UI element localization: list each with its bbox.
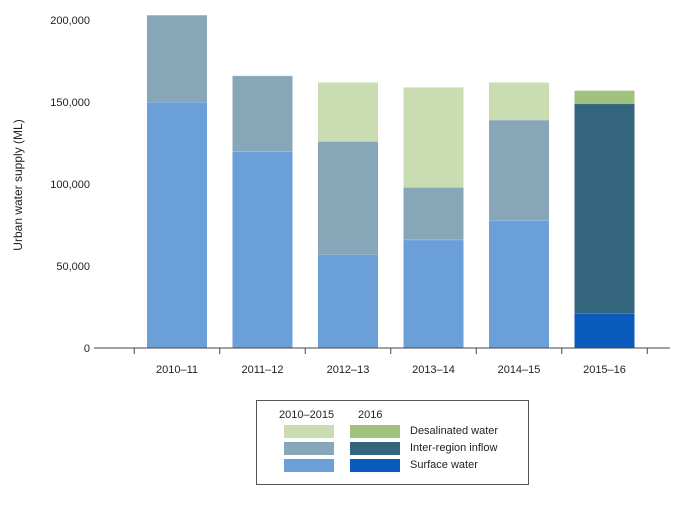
x-tick-label: 2013–14 xyxy=(412,364,455,376)
legend-header-2010-2015: 2010–2015 xyxy=(279,409,335,421)
x-axis: 2010–11 2011–12 2012–13 2013–14 2014–15 2015–… xyxy=(94,347,670,376)
bar-segment xyxy=(318,82,378,142)
x-tick-label: 2015–16 xyxy=(583,364,626,376)
bar-segment xyxy=(403,239,464,348)
y-tick-label: 200,000 xyxy=(50,15,90,27)
legend-swatch-surface-2010-2015 xyxy=(284,459,334,472)
bar-segment xyxy=(403,87,464,188)
legend-swatch-inter-region-2016 xyxy=(350,442,400,455)
bar-segment xyxy=(318,254,378,348)
bar-segment xyxy=(232,75,293,152)
y-axis-title: Urban water supply (ML) xyxy=(11,119,25,250)
bar-segment xyxy=(574,90,635,104)
legend-item-surface: Surface water xyxy=(257,459,528,473)
bar-segment xyxy=(147,102,207,348)
legend-header-2016: 2016 xyxy=(358,409,383,421)
legend-item-desalinated: Desalinated water xyxy=(257,425,528,439)
legend-swatch-surface-2016 xyxy=(350,459,400,472)
legend-swatch-inter-region-2010-2015 xyxy=(284,442,334,455)
bar-segment xyxy=(489,82,549,121)
bar-segment xyxy=(489,220,549,348)
bar-segment xyxy=(574,313,635,348)
y-axis: 0 50,000 100,000 150,000 200,000 xyxy=(50,15,90,355)
legend-swatch-desalinated-2016 xyxy=(350,425,400,438)
legend-label-desalinated: Desalinated water xyxy=(410,425,499,437)
bar-segment xyxy=(232,151,293,348)
x-tick-label: 2010–11 xyxy=(156,364,198,376)
bar-segment xyxy=(147,15,207,102)
legend-swatch-desalinated-2010-2015 xyxy=(284,425,334,438)
y-tick-label: 50,000 xyxy=(56,261,90,273)
y-tick-label: 100,000 xyxy=(50,179,90,191)
bar-segment xyxy=(318,141,378,255)
bars xyxy=(147,14,635,348)
x-tick-label: 2012–13 xyxy=(327,364,370,376)
x-tick-label: 2011–12 xyxy=(241,364,283,376)
legend: 2010–2015 2016 Desalinated water Inter-r… xyxy=(256,400,529,485)
y-tick-label: 150,000 xyxy=(50,97,90,109)
legend-item-inter-region: Inter-region inflow xyxy=(257,442,528,456)
bar-segment xyxy=(403,187,464,240)
legend-label-inter-region: Inter-region inflow xyxy=(410,442,498,454)
bar-segment xyxy=(574,103,635,314)
bar-segment xyxy=(489,120,549,221)
y-tick-label: 0 xyxy=(84,343,90,355)
x-tick-label: 2014–15 xyxy=(498,364,541,376)
legend-label-surface: Surface water xyxy=(410,459,478,471)
chart-plot: Urban water supply (ML) 0 50,000 100,000 15… xyxy=(11,14,670,376)
